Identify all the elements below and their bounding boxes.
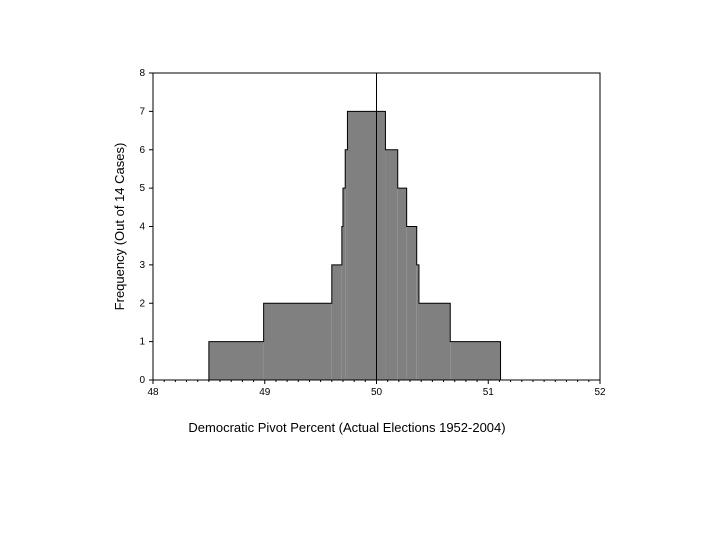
- histogram-step-12: [418, 303, 451, 380]
- histogram-step-13: [450, 341, 501, 380]
- histogram-step-5: [342, 188, 346, 380]
- histogram-step-6: [345, 149, 348, 380]
- x-axis-label: Democratic Pivot Percent (Actual Electio…: [188, 420, 505, 435]
- histogram-step-1: [208, 341, 264, 380]
- histogram-step-2: [263, 303, 332, 380]
- y-axis-label: Frequency (Out of 14 Cases): [112, 143, 127, 311]
- y-tick-label: 1: [139, 337, 145, 348]
- histogram-step-10: [406, 226, 417, 380]
- y-tick-label: 6: [139, 145, 145, 156]
- x-tick-label: 52: [594, 387, 606, 398]
- y-tick-label: 0: [139, 375, 145, 386]
- histogram-step-9: [397, 188, 407, 380]
- y-tick-label: 2: [139, 298, 145, 309]
- histogram-steps: [208, 110, 502, 380]
- x-axis-ticks: 48 49 50 51 52: [147, 380, 606, 398]
- x-tick-label: 48: [147, 387, 159, 398]
- histogram-step-7: [347, 111, 386, 380]
- y-axis-ticks: 0 1 2 3 4 5 6 7 8: [139, 68, 153, 386]
- x-tick-label: 50: [371, 387, 383, 398]
- x-tick-label: 49: [259, 387, 271, 398]
- histogram-step-4: [341, 226, 343, 380]
- y-tick-label: 8: [139, 68, 145, 79]
- histogram-step-8: [385, 149, 398, 380]
- y-tick-label: 4: [139, 222, 145, 233]
- y-tick-label: 7: [139, 106, 145, 117]
- y-tick-label: 5: [139, 183, 145, 194]
- histogram-step-11: [416, 264, 419, 380]
- y-tick-label: 3: [139, 260, 145, 271]
- histogram-outline: [208, 110, 502, 380]
- x-tick-label: 51: [483, 387, 495, 398]
- histogram-step-3: [331, 264, 342, 380]
